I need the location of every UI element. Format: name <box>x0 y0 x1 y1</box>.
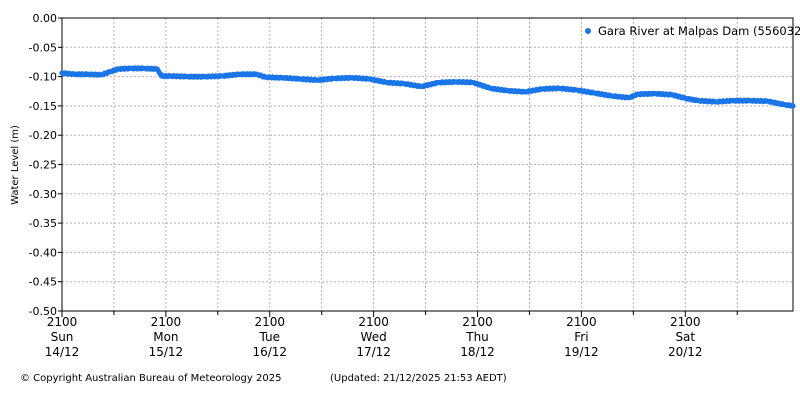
x-tick-date-label: 14/12 <box>45 345 80 359</box>
y-tick-label: 0.00 <box>33 12 58 25</box>
y-tick-label: -0.50 <box>29 305 57 318</box>
x-axis: 2100Sun14/122100Mon15/122100Tue16/122100… <box>45 311 738 359</box>
y-tick-label: -0.20 <box>29 129 57 142</box>
x-tick-time-label: 2100 <box>566 315 597 329</box>
x-tick-day-label: Sun <box>51 330 74 344</box>
x-tick-time-label: 2100 <box>254 315 285 329</box>
updated-timestamp: (Updated: 21/12/2025 21:53 AEDT) <box>330 373 507 384</box>
legend-marker <box>585 28 591 34</box>
x-tick-time-label: 2100 <box>670 315 701 329</box>
x-tick-time-label: 2100 <box>151 315 182 329</box>
x-tick-date-label: 19/12 <box>564 345 599 359</box>
x-tick-time-label: 2100 <box>462 315 493 329</box>
x-tick-date-label: 16/12 <box>252 345 287 359</box>
x-tick-time-label: 2100 <box>47 315 78 329</box>
x-tick-time-label: 2100 <box>358 315 389 329</box>
y-tick-label: -0.30 <box>29 188 57 201</box>
y-axis: 0.00 -0.05 -0.10 -0.15 -0.20 -0.25 -0.30 -0.35 -… <box>29 12 62 318</box>
y-tick-label: -0.10 <box>29 71 57 84</box>
x-tick-date-label: 18/12 <box>460 345 495 359</box>
y-tick-label: -0.05 <box>29 41 57 54</box>
x-tick-day-label: Sat <box>675 330 695 344</box>
copyright-text: © Copyright Australian Bureau of Meteoro… <box>20 373 282 384</box>
series-layer <box>59 65 796 109</box>
data-point <box>790 103 796 109</box>
y-tick-label: -0.40 <box>29 246 57 259</box>
x-tick-day-label: Wed <box>361 330 387 344</box>
x-tick-day-label: Tue <box>259 330 281 344</box>
x-tick-day-label: Mon <box>153 330 178 344</box>
legend-label: Gara River at Malpas Dam (556032) <box>598 24 800 38</box>
x-tick-date-label: 20/12 <box>668 345 703 359</box>
y-axis-label: Water Level (m) <box>10 125 21 205</box>
y-tick-label: -0.15 <box>29 100 57 113</box>
y-tick-label: -0.45 <box>29 276 57 289</box>
legend: Gara River at Malpas Dam (556032) <box>585 24 800 38</box>
grid-layer <box>62 18 793 311</box>
x-tick-day-label: Fri <box>574 330 588 344</box>
x-tick-date-label: 17/12 <box>356 345 391 359</box>
x-tick-day-label: Thu <box>465 330 489 344</box>
y-tick-label: -0.25 <box>29 159 57 172</box>
y-tick-label: -0.35 <box>29 217 57 230</box>
x-tick-date-label: 15/12 <box>149 345 184 359</box>
